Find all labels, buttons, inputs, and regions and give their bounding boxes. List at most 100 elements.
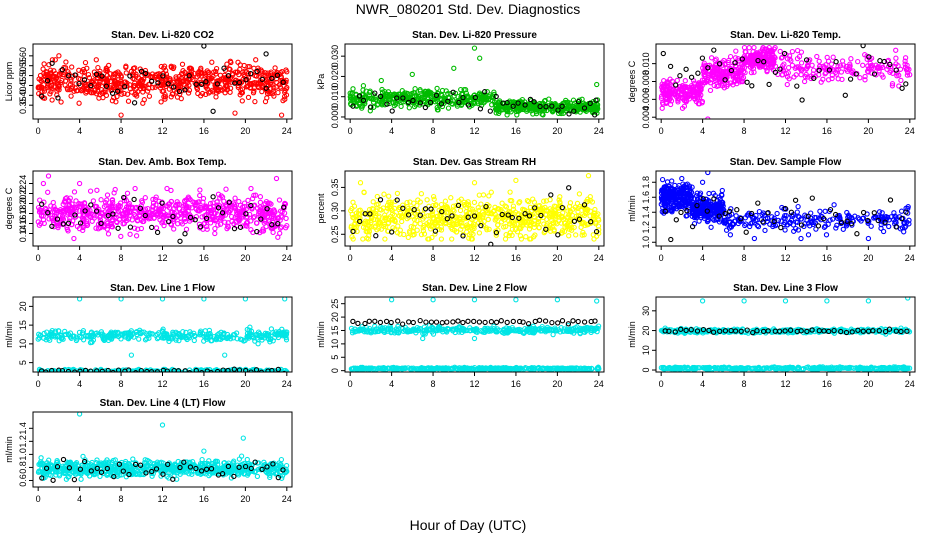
data-point bbox=[419, 96, 426, 102]
data-point bbox=[705, 218, 711, 224]
reference-point bbox=[522, 211, 528, 217]
data-point bbox=[893, 55, 899, 61]
data-point bbox=[240, 69, 246, 75]
data-point bbox=[363, 88, 369, 94]
data-point bbox=[163, 67, 169, 74]
data-point bbox=[73, 198, 79, 204]
data-point bbox=[890, 70, 896, 76]
data-point bbox=[855, 58, 861, 65]
data-point bbox=[700, 79, 707, 86]
reference-point bbox=[165, 81, 171, 87]
data-point bbox=[762, 227, 768, 234]
reference-point bbox=[274, 72, 281, 78]
data-point bbox=[528, 105, 534, 112]
reference-point bbox=[760, 219, 766, 225]
reference-point bbox=[54, 216, 61, 222]
data-point bbox=[467, 205, 473, 212]
data-point bbox=[694, 190, 700, 196]
data-point bbox=[120, 211, 126, 217]
data-point bbox=[348, 95, 355, 102]
data-point bbox=[378, 207, 384, 213]
data-point bbox=[821, 224, 828, 230]
reference-point bbox=[505, 212, 511, 218]
data-point bbox=[407, 199, 413, 205]
data-point bbox=[124, 91, 131, 97]
data-point bbox=[689, 204, 696, 211]
data-point bbox=[571, 224, 577, 231]
data-point bbox=[781, 221, 787, 228]
data-point bbox=[483, 225, 489, 231]
reference-point bbox=[110, 211, 116, 217]
x-tick-label: 24 bbox=[905, 126, 915, 136]
data-point bbox=[379, 98, 386, 104]
data-point bbox=[174, 79, 180, 85]
data-point bbox=[51, 216, 58, 222]
data-point bbox=[62, 198, 68, 204]
data-point bbox=[695, 101, 702, 107]
data-point bbox=[90, 198, 97, 204]
data-point bbox=[405, 234, 411, 241]
reference-point bbox=[548, 192, 554, 198]
data-point bbox=[550, 220, 556, 226]
data-point bbox=[684, 191, 691, 198]
data-point bbox=[223, 186, 229, 192]
outlier-point bbox=[45, 173, 52, 179]
data-point bbox=[81, 73, 87, 80]
data-point bbox=[809, 62, 815, 68]
data-point bbox=[728, 206, 734, 212]
x-tick-label: 4 bbox=[389, 126, 394, 136]
data-point bbox=[458, 86, 464, 93]
data-point bbox=[425, 236, 431, 242]
data-point bbox=[566, 212, 572, 218]
data-point bbox=[439, 103, 446, 110]
data-point bbox=[141, 97, 147, 103]
data-point bbox=[253, 57, 259, 63]
data-point bbox=[701, 77, 707, 84]
reference-point bbox=[405, 212, 412, 218]
data-point bbox=[464, 222, 470, 228]
data-point bbox=[719, 62, 726, 68]
data-point bbox=[868, 62, 874, 69]
data-point bbox=[868, 223, 874, 229]
data-point bbox=[56, 87, 62, 93]
reference-point bbox=[728, 67, 735, 74]
data-point bbox=[38, 77, 44, 83]
reference-point bbox=[727, 208, 733, 215]
x-tick-label: 8 bbox=[742, 126, 747, 136]
data-point bbox=[386, 193, 392, 199]
data-point bbox=[833, 225, 839, 231]
data-point bbox=[152, 196, 159, 203]
data-point bbox=[284, 69, 290, 75]
data-point bbox=[93, 91, 100, 97]
data-point bbox=[253, 192, 259, 198]
data-point bbox=[179, 61, 186, 67]
data-point bbox=[67, 215, 73, 221]
data-point bbox=[570, 206, 576, 212]
data-point bbox=[744, 58, 750, 65]
data-point bbox=[374, 193, 380, 200]
data-point bbox=[818, 217, 824, 223]
reference-point bbox=[704, 208, 710, 214]
reference-point bbox=[678, 209, 684, 216]
reference-point bbox=[410, 97, 416, 104]
data-point bbox=[153, 225, 160, 231]
data-point bbox=[197, 332, 203, 338]
reference-point bbox=[122, 84, 128, 90]
subplot-title: Stan. Dev. Gas Stream RH bbox=[413, 157, 536, 168]
data-point bbox=[75, 87, 81, 94]
data-point bbox=[443, 88, 449, 94]
data-point bbox=[898, 208, 905, 214]
reference-point bbox=[882, 219, 888, 225]
data-point bbox=[515, 108, 522, 114]
y-tick-label: 0.020 bbox=[330, 65, 340, 88]
data-point bbox=[370, 99, 377, 105]
reference-point bbox=[72, 212, 78, 218]
data-point bbox=[420, 225, 426, 231]
data-point bbox=[218, 329, 224, 335]
data-point bbox=[451, 208, 457, 214]
data-point bbox=[850, 68, 856, 74]
x-tick-label: 8 bbox=[742, 253, 747, 263]
reference-point bbox=[588, 219, 594, 225]
data-point bbox=[469, 206, 475, 212]
data-point bbox=[276, 197, 283, 203]
